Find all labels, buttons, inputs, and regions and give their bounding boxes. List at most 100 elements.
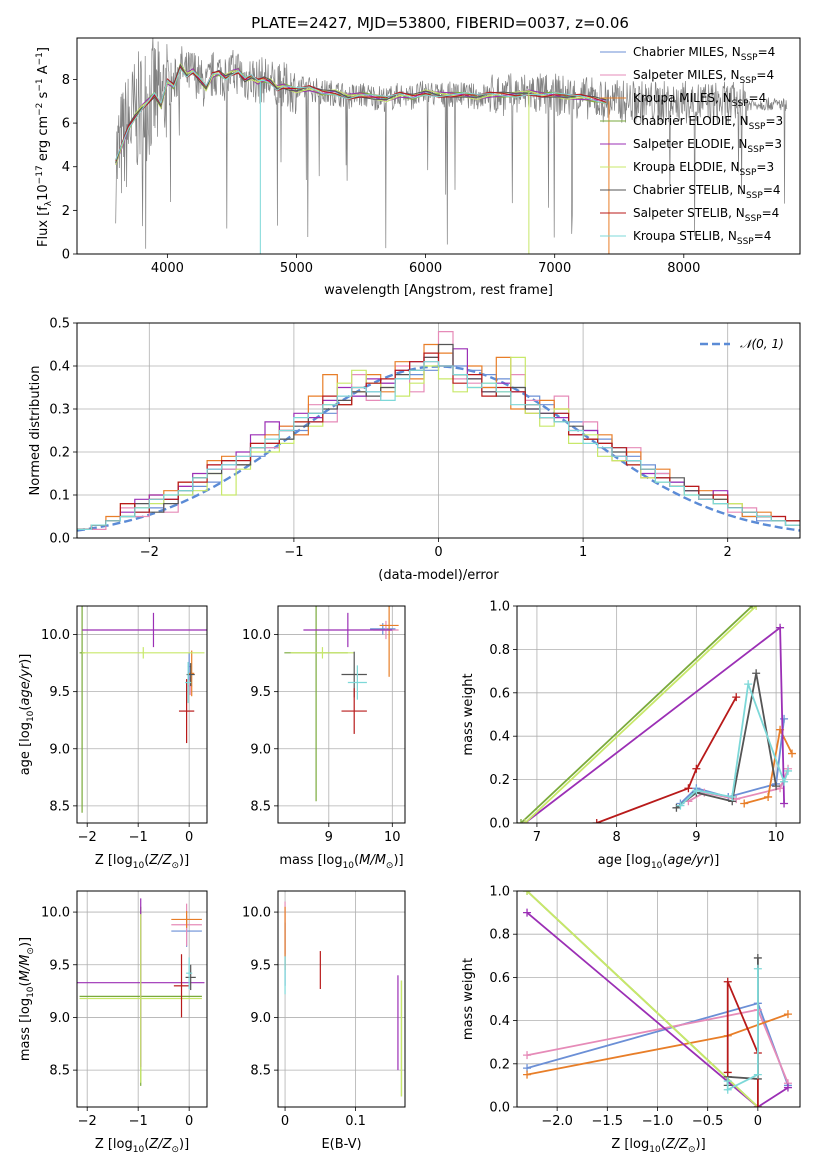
age-vs-mass-grid <box>278 606 405 823</box>
age-vs-z-y-axis-label: age [log10(age/yr)] <box>18 654 36 776</box>
x-tick-label: 10 <box>768 830 785 845</box>
y-tick-label: 9.0 <box>49 742 70 757</box>
series-line <box>679 683 789 807</box>
x-tick-label: −2.0 <box>541 1114 573 1129</box>
y-tick-label: 10.0 <box>242 628 271 643</box>
y-tick-label: 0.8 <box>489 643 510 658</box>
mass-vs-z-frame <box>76 890 208 1108</box>
x-tick-label: 8000 <box>667 261 700 276</box>
spectrum-data <box>115 38 788 254</box>
y-tick-label: 9.0 <box>250 742 271 757</box>
y-tick-label: 0.6 <box>489 971 510 986</box>
legend-entry: Kroupa ELODIE, NSSP=3 <box>633 160 774 178</box>
y-tick-label: 9.5 <box>250 685 271 700</box>
y-tick-label: 9.5 <box>250 958 271 973</box>
y-tick-label: 0.8 <box>489 928 510 943</box>
data-point-marker <box>723 977 732 986</box>
series-line <box>596 696 737 823</box>
x-tick-label: 4000 <box>151 261 184 276</box>
x-tick-label: −1.5 <box>592 1114 624 1129</box>
data-point-marker <box>523 1051 532 1060</box>
data-point-marker <box>692 764 701 773</box>
data-point-marker <box>728 792 737 801</box>
y-tick-label: 10.0 <box>41 906 70 921</box>
x-tick-label: −2 <box>78 830 97 845</box>
y-tick-label: 9.0 <box>49 1011 70 1026</box>
data-point-marker <box>783 1083 792 1092</box>
series-line <box>524 625 785 823</box>
mass-vs-ebv-data <box>284 901 403 1097</box>
x-tick-label: 0 <box>434 545 442 560</box>
data-point-marker <box>523 1070 532 1079</box>
data-point-marker <box>732 693 741 702</box>
legend-entry: Chabrier ELODIE, NSSP=3 <box>633 114 783 132</box>
x-tick-label: −1 <box>129 830 148 845</box>
legend-entry: Salpeter ELODIE, NSSP=3 <box>633 137 782 155</box>
data-point-marker <box>676 801 685 810</box>
y-tick-label: 0.2 <box>49 446 70 461</box>
y-tick-label: 0.5 <box>49 317 70 332</box>
series-line <box>526 911 789 1107</box>
series-line <box>524 606 757 823</box>
x-tick-label: −1 <box>284 545 303 560</box>
legend-entry: Salpeter STELIB, NSSP=4 <box>633 206 779 224</box>
mass-vs-ebv-frame <box>277 890 406 1108</box>
y-tick-label: 0.1 <box>49 489 70 504</box>
spectrum-y-axis-label: Flux [fλ10−17 erg cm−2 s−1 A−1] <box>35 47 54 247</box>
histogram-y-axis-label: Normed distribution <box>28 366 43 496</box>
age-vs-z-grid <box>77 606 207 823</box>
y-tick-label: 0.0 <box>489 1101 510 1116</box>
x-tick-label: −2 <box>140 545 159 560</box>
y-tick-label: 4 <box>62 160 70 175</box>
data-point-marker <box>783 1010 792 1019</box>
series-line <box>726 981 759 1107</box>
page-title: PLATE=2427, MJD=53800, FIBERID=0037, z=0… <box>251 14 629 32</box>
legend-entry: 𝒩(0, 1) <box>740 337 784 351</box>
x-tick-label: 5000 <box>280 261 313 276</box>
y-tick-label: 1.0 <box>489 600 510 615</box>
x-tick-label: −0.5 <box>692 1114 724 1129</box>
model-spectrum-line <box>115 64 607 165</box>
series-line <box>743 726 793 805</box>
y-tick-label: 0.3 <box>49 403 70 418</box>
mass-vs-z-x-axis-label: Z [log10(Z/Z⊙)] <box>95 1137 189 1155</box>
data-point-marker <box>523 891 532 895</box>
mass-vs-ebv-x-axis-label: E(B-V) <box>321 1137 361 1152</box>
data-point-marker <box>723 1068 732 1077</box>
data-point-marker <box>776 623 785 632</box>
x-tick-label: 0 <box>185 1114 193 1129</box>
series-line <box>526 891 759 1107</box>
weight-vs-age-data <box>517 606 797 823</box>
y-tick-label: 9.0 <box>250 1011 271 1026</box>
weight-vs-z-frame <box>516 890 801 1108</box>
y-tick-label: 0.4 <box>49 360 70 375</box>
y-tick-label: 10.0 <box>242 906 271 921</box>
y-tick-label: 8 <box>62 73 70 88</box>
data-point-marker <box>772 782 781 791</box>
y-tick-label: 0.0 <box>49 532 70 547</box>
spectrum-x-axis-label: wavelength [Angstrom, rest frame] <box>324 283 553 298</box>
series-line <box>520 606 753 823</box>
y-tick-label: 0.4 <box>489 730 510 745</box>
data-point-marker <box>753 1103 762 1107</box>
data-point-marker <box>520 819 529 823</box>
x-tick-label: 7 <box>533 830 541 845</box>
data-point-marker <box>523 908 532 917</box>
x-tick-label: −1.0 <box>642 1114 674 1129</box>
model-spectrum-line <box>115 65 607 161</box>
x-tick-label: 0 <box>281 1114 289 1129</box>
y-tick-label: 9.5 <box>49 958 70 973</box>
y-tick-label: 0.4 <box>489 1014 510 1029</box>
weight-vs-z-x-axis-label: Z [log10(Z/Z⊙)] <box>611 1137 705 1155</box>
histogram-x-axis-label: (data-model)/error <box>378 568 499 583</box>
mass-vs-z-y-axis-label: mass [log10(M/M⊙)] <box>18 937 36 1061</box>
data-point-marker <box>752 606 761 610</box>
y-tick-label: 10.0 <box>41 628 70 643</box>
data-point-marker <box>788 749 797 758</box>
data-point-marker <box>592 819 601 823</box>
weight-vs-z-data <box>523 891 792 1107</box>
mass-vs-z-data <box>77 898 205 1086</box>
legend-entry: Salpeter MILES, NSSP=4 <box>633 68 774 86</box>
x-tick-label: 2 <box>724 545 732 560</box>
observed-spectrum-line <box>115 38 788 249</box>
